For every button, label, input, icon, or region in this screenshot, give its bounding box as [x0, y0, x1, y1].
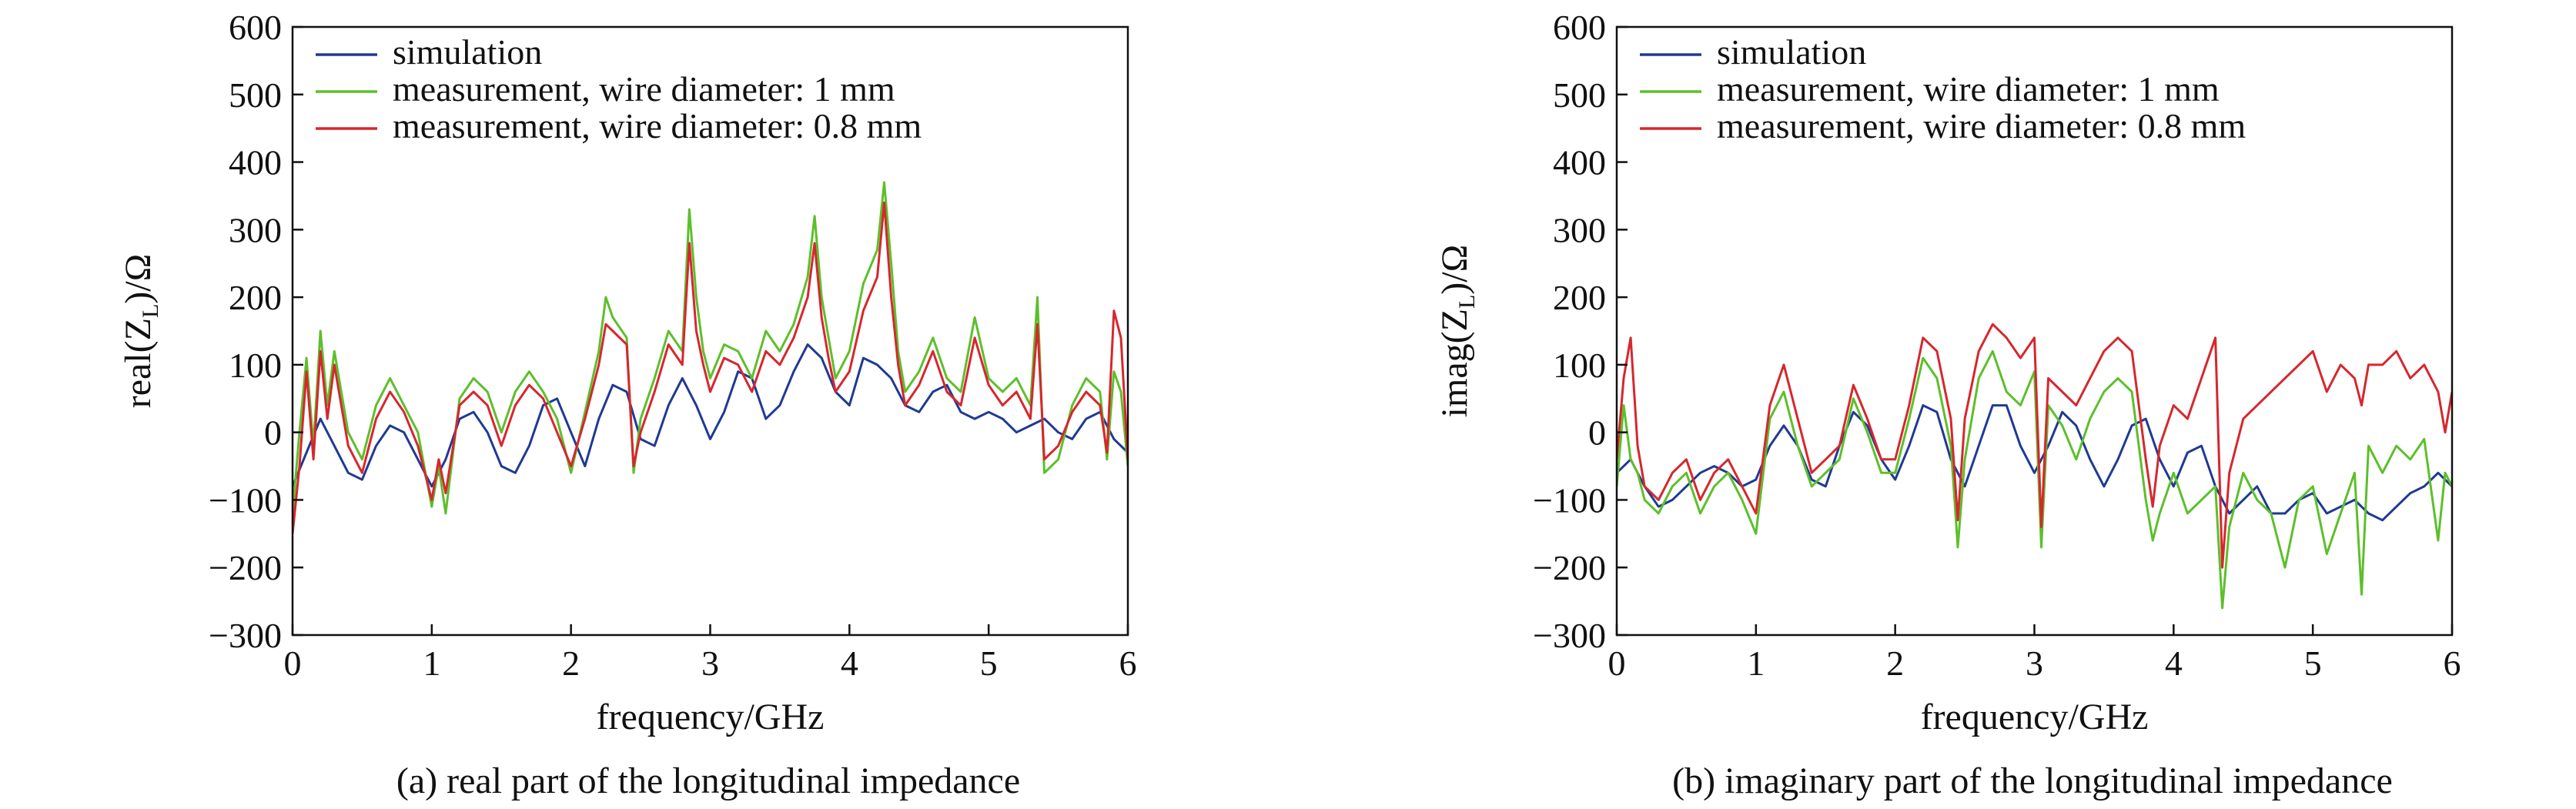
y-tick-label: 0	[264, 413, 282, 453]
plot-area	[1617, 323, 2452, 610]
legend-label: measurement, wire diameter: 0.8 mm	[1717, 106, 2246, 145]
y-tick-label: 500	[1553, 75, 1606, 115]
x-tick-label: 3	[701, 644, 719, 683]
y-tick-label: −300	[209, 616, 282, 655]
x-axis-title: frequency/GHz	[597, 697, 825, 737]
x-tick-label: 2	[562, 644, 580, 683]
x-tick-label: 6	[2444, 644, 2461, 683]
y-tick-label: −300	[1533, 616, 1606, 655]
x-tick-label: 5	[980, 644, 998, 683]
panel-imaginary-part: 0 1 2 3 4 5 6 −300 −200 −100 0 100 200 300 400 500 600 fr…	[1434, 8, 2461, 801]
series-line-measurement-0-8mm	[293, 201, 1128, 534]
y-tick-label: −200	[1533, 548, 1606, 587]
y-tick-label: 300	[1553, 210, 1606, 249]
y-tick-label: 600	[1553, 8, 1606, 47]
y-tick-label: 100	[229, 346, 282, 385]
y-tick-label: 0	[1588, 413, 1606, 453]
series-line-measurement-1mm	[293, 181, 1128, 515]
legend-label: simulation	[1717, 32, 1866, 72]
x-tick-label: 5	[2304, 644, 2322, 683]
series-line-measurement-0-8mm	[1617, 323, 2452, 569]
plot-area	[293, 181, 1128, 534]
x-tick-label: 3	[2026, 644, 2043, 683]
legend-label: measurement, wire diameter: 0.8 mm	[393, 106, 922, 145]
series-line-measurement-1mm	[1617, 349, 2452, 610]
x-axis-title: frequency/GHz	[1921, 697, 2149, 737]
series-line-simulation	[1617, 404, 2452, 522]
x-tick-label: 0	[284, 644, 302, 683]
y-tick-label: 200	[1553, 278, 1606, 317]
legend-label: measurement, wire diameter: 1 mm	[393, 69, 895, 109]
x-tick-label: 1	[423, 644, 440, 683]
y-tick-label: 100	[1553, 346, 1606, 385]
y-axis-title: real(ZL)/Ω	[118, 254, 163, 409]
legend-label: simulation	[393, 32, 542, 72]
legend-label: measurement, wire diameter: 1 mm	[1717, 69, 2220, 109]
panel-caption: (b) imaginary part of the longitudinal i…	[1672, 761, 2393, 801]
y-tick-label: 400	[229, 143, 282, 182]
panel-real-part: 0 1 2 3 4 5 6 −300 −200 −100 0 100 200 300 400 500 600 fr…	[118, 8, 1137, 801]
y-tick-label: −100	[209, 480, 282, 520]
panel-caption: (a) real part of the longitudinal impeda…	[396, 761, 1020, 801]
x-tick-label: 0	[1608, 644, 1626, 683]
series-line-simulation	[293, 343, 1128, 488]
y-tick-label: 600	[229, 8, 282, 47]
x-tick-label: 4	[2165, 644, 2183, 683]
y-tick-label: 300	[229, 210, 282, 249]
y-tick-label: 200	[229, 278, 282, 317]
y-tick-label: 500	[229, 75, 282, 115]
x-tick-label: 6	[1119, 644, 1137, 683]
x-tick-label: 1	[1747, 644, 1765, 683]
x-tick-label: 2	[1886, 644, 1904, 683]
y-tick-label: −200	[209, 548, 282, 587]
y-axis-title: imag(ZL)/Ω	[1434, 245, 1480, 418]
x-tick-label: 4	[841, 644, 858, 683]
y-tick-label: 400	[1553, 143, 1606, 182]
y-tick-label: −100	[1533, 480, 1606, 520]
